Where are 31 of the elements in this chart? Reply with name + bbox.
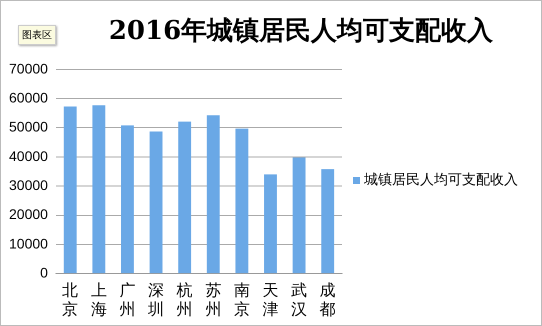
x-tick-label: 南京 bbox=[234, 280, 250, 319]
y-tick-label: 20000 bbox=[8, 206, 48, 222]
bar bbox=[178, 122, 192, 274]
y-tick-label: 70000 bbox=[8, 60, 48, 76]
x-tick-label: 天津 bbox=[262, 280, 278, 319]
bar bbox=[150, 132, 162, 274]
y-tick-label: 0 bbox=[40, 264, 48, 280]
y-tick-label: 30000 bbox=[8, 176, 48, 193]
x-tick-label: 成都 bbox=[320, 280, 336, 319]
chart-title: 2016年城镇居民人均可支配收入 bbox=[108, 15, 494, 48]
x-tick-label: 广州 bbox=[119, 280, 136, 319]
x-tick-label: 北京 bbox=[62, 280, 78, 319]
y-tick-label: 10000 bbox=[8, 235, 48, 252]
legend-label: 城镇居民人均可支配收入 bbox=[364, 171, 518, 189]
bar bbox=[321, 169, 334, 274]
bar bbox=[264, 174, 277, 274]
bar bbox=[235, 128, 248, 274]
bar bbox=[121, 125, 134, 274]
x-tick-label: 杭州 bbox=[176, 280, 193, 319]
x-tick-label: 上海 bbox=[90, 280, 107, 319]
bar bbox=[92, 105, 106, 274]
y-tick-label: 40000 bbox=[8, 148, 48, 164]
bar bbox=[64, 106, 77, 274]
text: 图表区 bbox=[18, 25, 56, 45]
bar bbox=[206, 115, 220, 274]
y-tick-label: 50000 bbox=[8, 118, 48, 135]
x-tick-label: 深圳 bbox=[147, 280, 164, 319]
x-tick-label: 武汉 bbox=[291, 280, 308, 319]
x-tick-label: 苏州 bbox=[205, 280, 222, 319]
bar bbox=[292, 158, 306, 274]
y-tick-label: 60000 bbox=[8, 89, 48, 106]
